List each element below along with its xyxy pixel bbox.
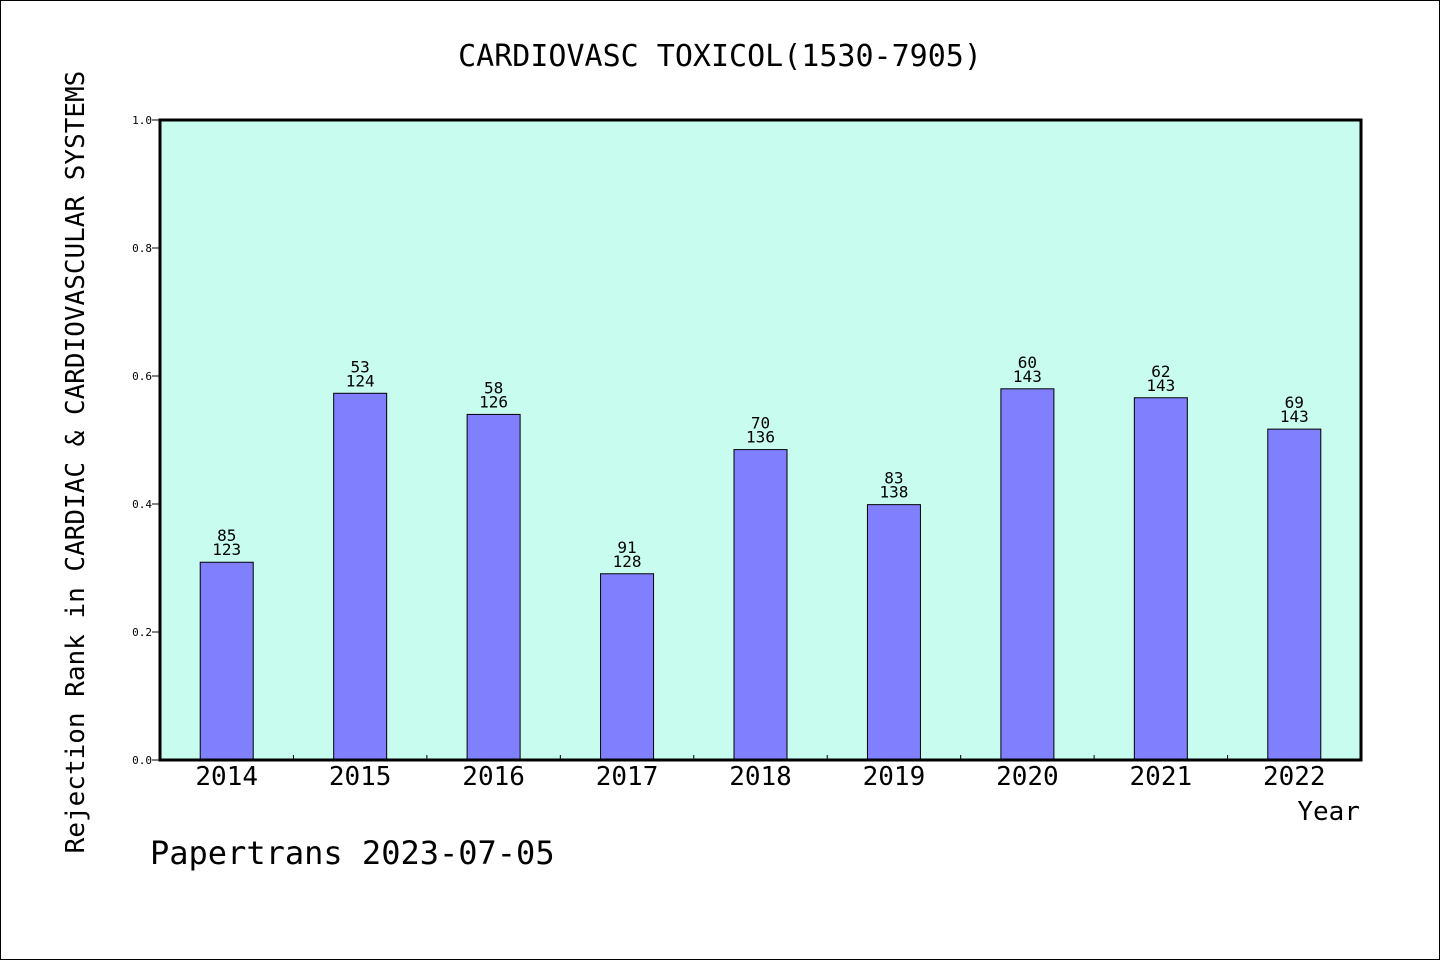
- x-tick-label-2018: 2018: [729, 762, 792, 792]
- bar-label-bottom-2016: 126: [479, 392, 508, 411]
- chart-title: CARDIOVASC TOXICOL(1530-7905): [458, 39, 982, 74]
- y-tick-label-0.2: 0.2: [132, 626, 152, 639]
- bar-2022: [1267, 428, 1322, 761]
- x-tick-label-2017: 2017: [596, 762, 659, 792]
- bar-label-bottom-2014: 123: [212, 540, 241, 559]
- bar-2017: [600, 573, 655, 761]
- y-tick-label-0.4: 0.4: [132, 498, 152, 511]
- x-tick-label-2022: 2022: [1263, 762, 1326, 792]
- bar-label-top-2016: 58: [484, 378, 503, 397]
- x-tick-label-2020: 2020: [996, 762, 1059, 792]
- x-tick-label-2016: 2016: [462, 762, 525, 792]
- bar-2019: [866, 504, 921, 761]
- bar-label-top-2018: 70: [751, 414, 770, 433]
- y-tick-label-1.0: 1.0: [132, 114, 152, 127]
- footer-credit: Papertrans 2023-07-05: [150, 834, 555, 872]
- bar-label-top-2020: 60: [1018, 353, 1037, 372]
- x-tick-label-2014: 2014: [195, 762, 258, 792]
- bar-label-top-2021: 62: [1151, 362, 1170, 381]
- bar-2021: [1133, 397, 1188, 761]
- plot-border: [158, 118, 1363, 762]
- bar-2015: [333, 392, 388, 761]
- bar-label-bottom-2017: 128: [613, 552, 642, 571]
- x-tick-label-2019: 2019: [863, 762, 926, 792]
- bar-label-bottom-2018: 136: [746, 428, 775, 447]
- bar-label-top-2017: 91: [617, 538, 636, 557]
- y-tick-label-0.8: 0.8: [132, 242, 152, 255]
- bar-label-bottom-2021: 143: [1146, 376, 1175, 395]
- x-tick-label-2021: 2021: [1130, 762, 1193, 792]
- bar-label-bottom-2020: 143: [1013, 367, 1042, 386]
- y-axis-title: Rejection Rank in CARDIAC & CARDIOVASCUL…: [61, 71, 91, 854]
- bar-label-bottom-2019: 138: [879, 483, 908, 502]
- x-tick-label-2015: 2015: [329, 762, 392, 792]
- bar-2018: [733, 449, 788, 761]
- bar-2014: [199, 561, 254, 761]
- bar-label-top-2019: 83: [884, 469, 903, 488]
- x-axis-title: Year: [1297, 797, 1360, 827]
- bar-2020: [1000, 388, 1055, 761]
- bar-label-top-2022: 69: [1285, 393, 1304, 412]
- bar-label-top-2015: 53: [351, 357, 370, 376]
- bar-2016: [466, 413, 521, 761]
- bar-label-top-2014: 85: [217, 526, 236, 545]
- bar-label-bottom-2015: 124: [346, 371, 375, 390]
- y-tick-label-0.6: 0.6: [132, 370, 152, 383]
- y-tick-label-0.0: 0.0: [132, 754, 152, 767]
- bar-label-bottom-2022: 143: [1280, 407, 1309, 426]
